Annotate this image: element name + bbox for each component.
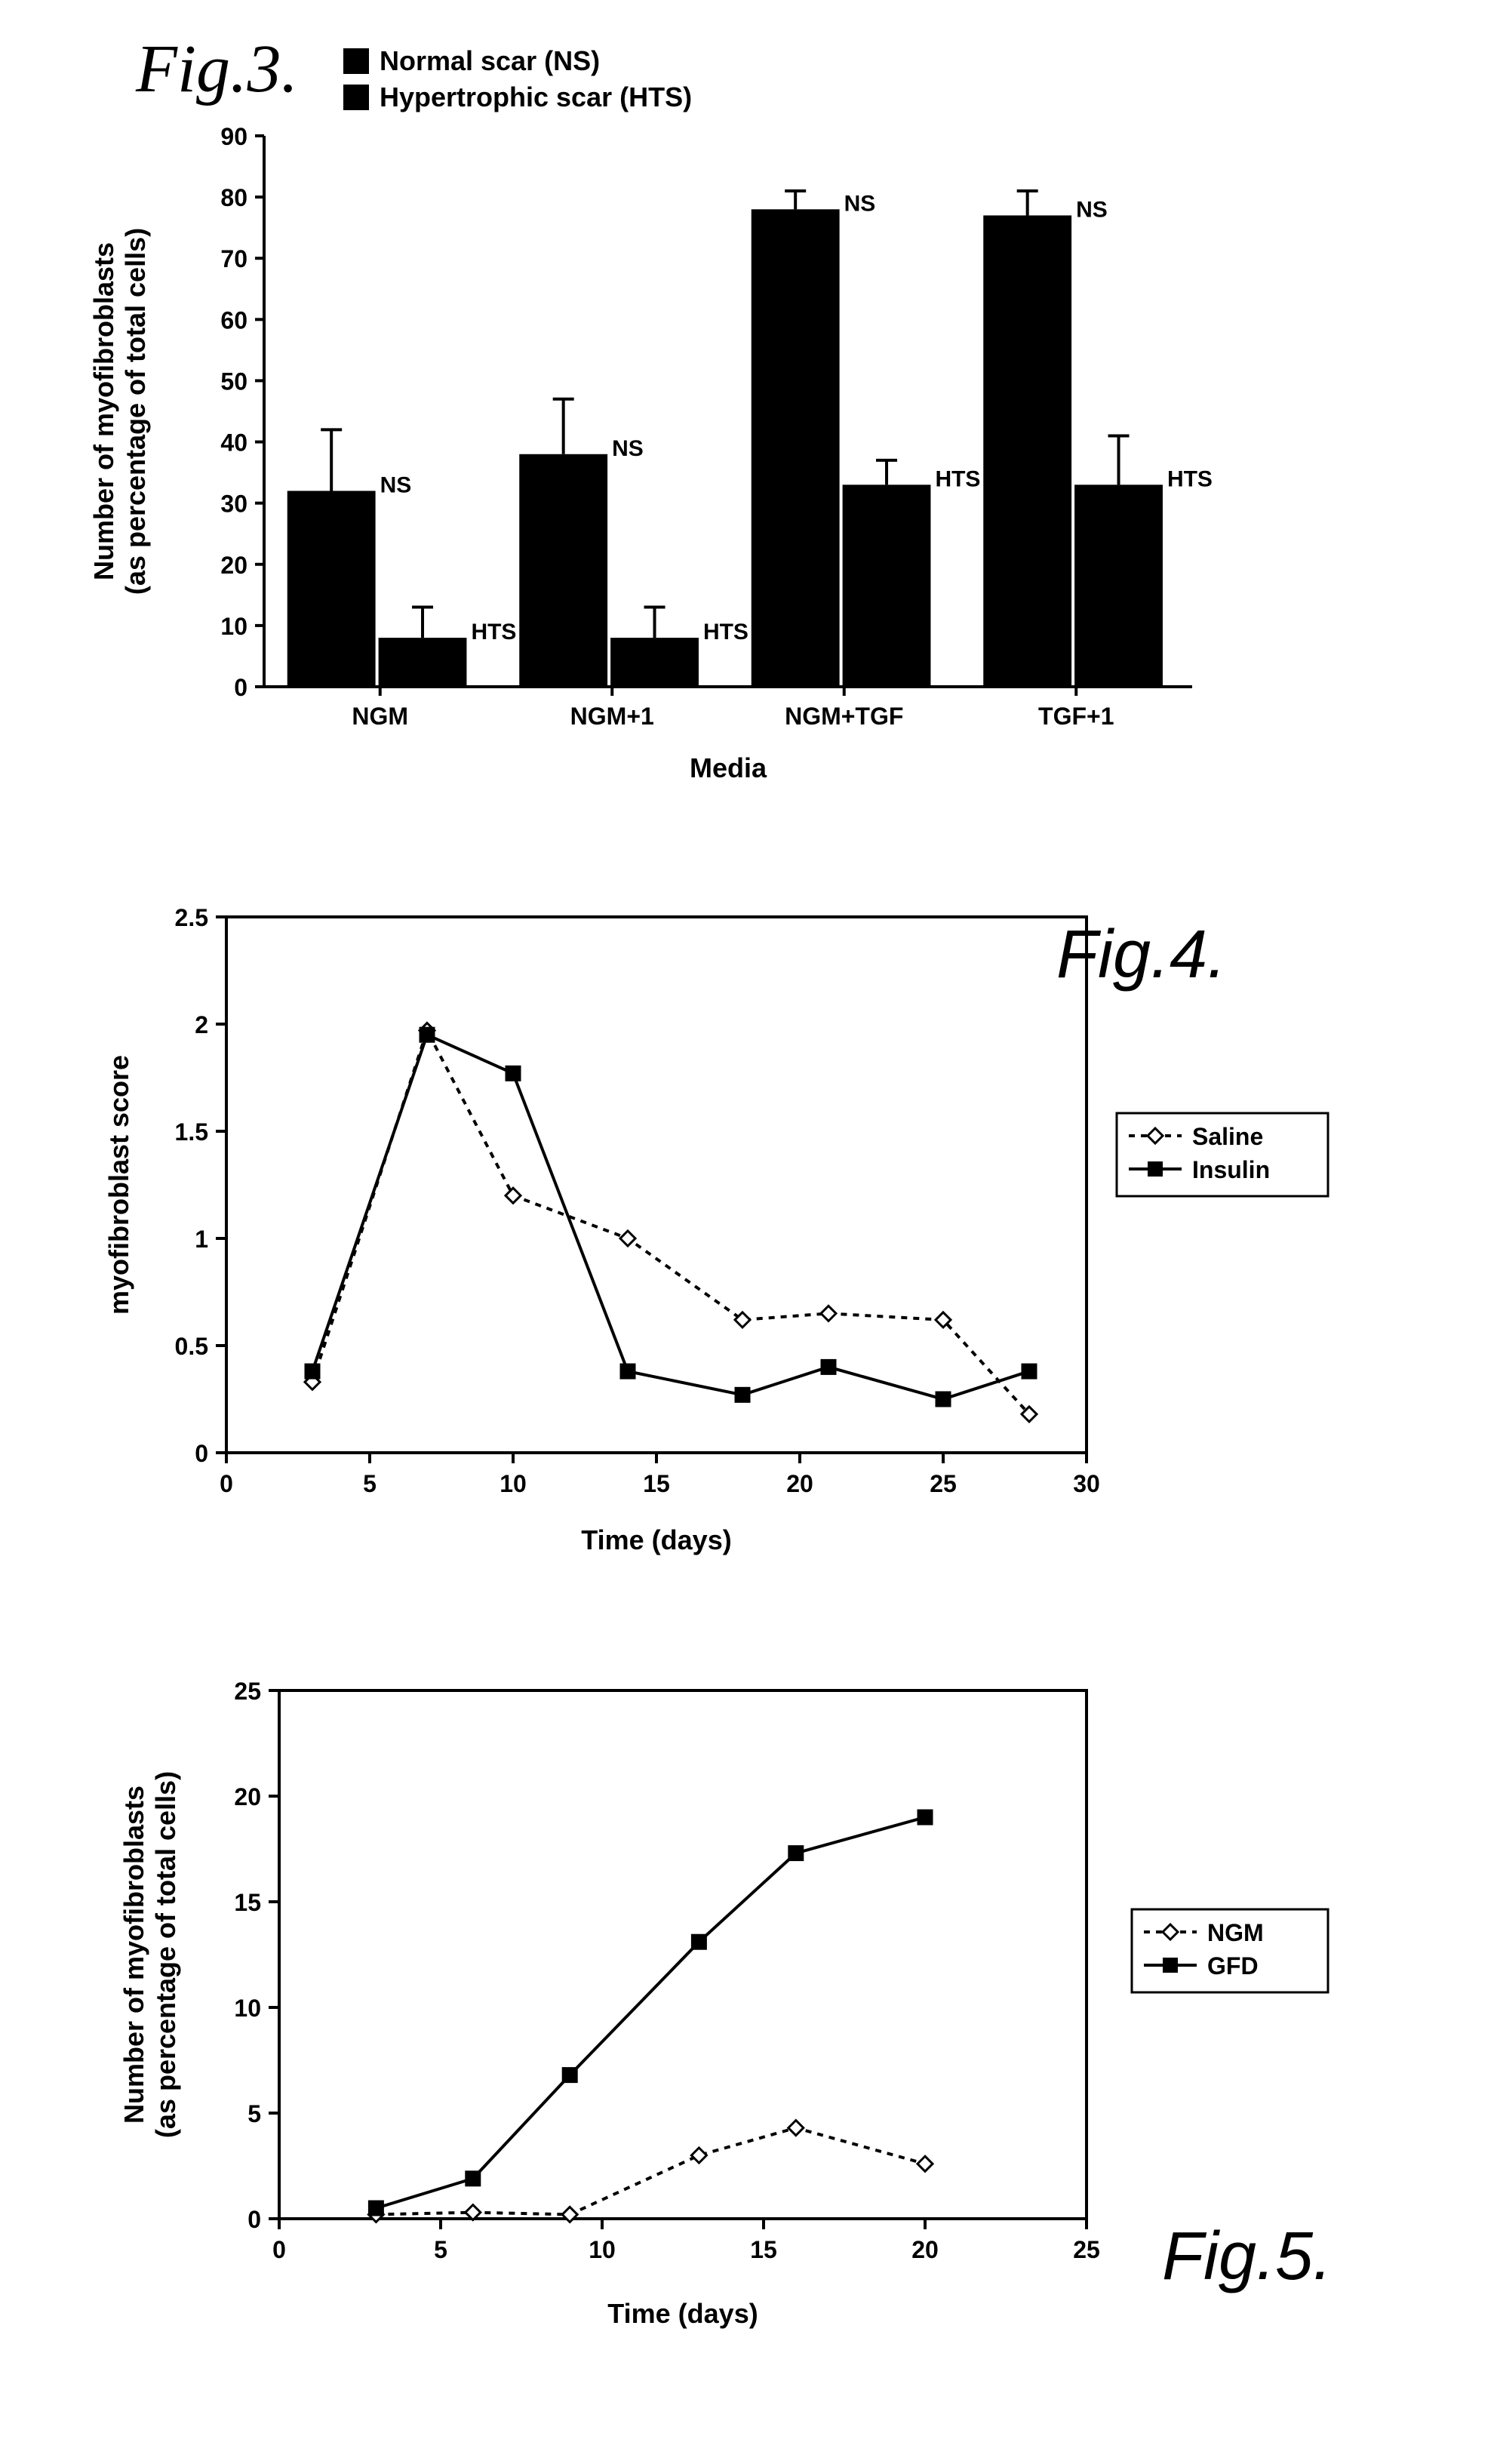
svg-text:20: 20 (786, 1470, 813, 1497)
svg-text:HTS: HTS (935, 466, 980, 491)
svg-text:40: 40 (220, 429, 247, 457)
legend-swatch-icon (343, 48, 369, 74)
svg-text:NS: NS (1076, 197, 1108, 222)
svg-text:0: 0 (195, 1440, 208, 1467)
svg-text:70: 70 (220, 245, 247, 272)
svg-text:0: 0 (234, 674, 247, 701)
svg-text:NGM: NGM (352, 703, 408, 730)
svg-text:10: 10 (589, 2236, 616, 2263)
svg-text:Fig.4.: Fig.4. (1056, 917, 1226, 992)
figure-3: Fig.3. Normal scar (NS) Hypertrophic sca… (30, 30, 1467, 796)
svg-text:HTS: HTS (1167, 466, 1213, 491)
svg-text:myofibroblast score: myofibroblast score (103, 1055, 134, 1315)
svg-text:1.5: 1.5 (175, 1118, 208, 1146)
svg-text:90: 90 (220, 123, 247, 150)
figure-4: 0 5 10 15 20 25 30 0 0.5 1 1.5 2 2.5 Time (days) myofi… (30, 887, 1467, 1570)
svg-text:20: 20 (220, 552, 247, 579)
fig5-chart: 0 5 10 15 20 25 0 5 10 15 20 25 Time (days) Number of… (30, 1660, 1467, 2343)
svg-text:10: 10 (234, 1995, 261, 2022)
figure-5: 0 5 10 15 20 25 0 5 10 15 20 25 Time (days) Number of… (30, 1660, 1467, 2343)
svg-text:60: 60 (220, 306, 247, 334)
svg-text:10: 10 (220, 613, 247, 640)
svg-text:Time (days): Time (days) (581, 1524, 731, 1555)
svg-text:5: 5 (363, 1470, 377, 1497)
svg-text:HTS: HTS (703, 620, 748, 644)
svg-text:0.5: 0.5 (175, 1333, 208, 1360)
svg-text:NGM+TGF: NGM+TGF (785, 703, 903, 730)
svg-text:80: 80 (220, 184, 247, 211)
svg-text:10: 10 (500, 1470, 527, 1497)
svg-text:20: 20 (234, 1783, 261, 1810)
svg-text:GFD: GFD (1207, 1952, 1259, 1980)
svg-text:20: 20 (911, 2236, 939, 2263)
svg-text:NGM+1: NGM+1 (570, 703, 654, 730)
legend-swatch-icon (343, 85, 369, 110)
svg-text:Media: Media (690, 752, 767, 783)
svg-text:0: 0 (220, 1470, 233, 1497)
svg-text:TGF+1: TGF+1 (1038, 703, 1114, 730)
svg-text:NS: NS (612, 436, 644, 461)
svg-text:Number of myofibroblasts(as pe: Number of myofibroblasts(as percentage o… (88, 228, 151, 595)
legend-hts: Hypertrophic scar (HTS) (380, 82, 692, 113)
svg-text:5: 5 (247, 2100, 261, 2127)
svg-text:Fig.5.: Fig.5. (1162, 2219, 1332, 2294)
fig3-chart: 0 10 20 30 40 50 60 70 80 90 NS HTS NGM NS HTS NGM+1 NS H… (30, 113, 1467, 796)
svg-text:NGM: NGM (1207, 1919, 1264, 1946)
svg-text:2: 2 (195, 1011, 208, 1038)
svg-text:0: 0 (247, 2206, 261, 2233)
legend-ns: Normal scar (NS) (380, 45, 600, 77)
svg-text:15: 15 (750, 2236, 777, 2263)
svg-text:HTS: HTS (471, 620, 516, 644)
svg-text:15: 15 (643, 1470, 670, 1497)
svg-text:NS: NS (380, 472, 412, 497)
svg-text:25: 25 (930, 1470, 957, 1497)
svg-text:2.5: 2.5 (175, 904, 208, 931)
svg-text:Insulin: Insulin (1192, 1156, 1270, 1183)
svg-text:25: 25 (234, 1678, 261, 1705)
fig3-legend: Normal scar (NS) Hypertrophic scar (HTS) (343, 45, 692, 113)
svg-text:50: 50 (220, 368, 247, 395)
svg-text:0: 0 (272, 2236, 286, 2263)
svg-text:Time (days): Time (days) (607, 2298, 758, 2329)
svg-text:Saline: Saline (1192, 1123, 1263, 1150)
svg-text:5: 5 (434, 2236, 447, 2263)
fig4-chart: 0 5 10 15 20 25 30 0 0.5 1 1.5 2 2.5 Time (days) myofi… (30, 887, 1467, 1570)
svg-text:25: 25 (1073, 2236, 1100, 2263)
svg-text:1: 1 (195, 1226, 208, 1253)
svg-text:15: 15 (234, 1889, 261, 1916)
fig3-label: Fig.3. (136, 30, 298, 108)
svg-text:30: 30 (220, 491, 247, 518)
svg-text:Number of myofibroblasts(as pe: Number of myofibroblasts(as percentage o… (118, 1771, 181, 2138)
svg-text:30: 30 (1073, 1470, 1100, 1497)
svg-text:NS: NS (844, 191, 876, 216)
